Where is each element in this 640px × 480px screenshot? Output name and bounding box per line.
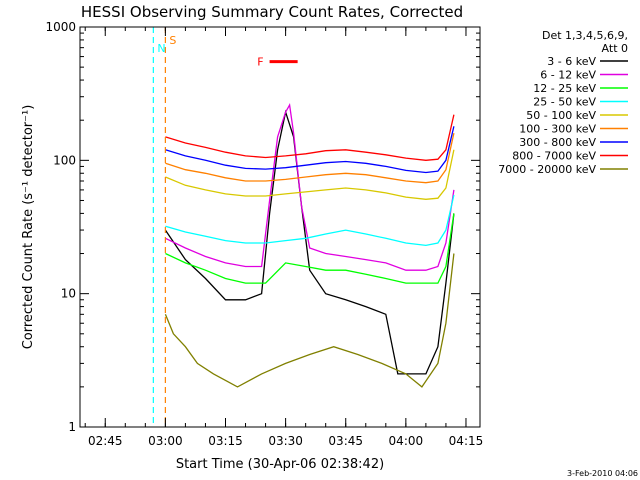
y-tick-label: 10 <box>61 287 76 301</box>
x-tick-label: 03:45 <box>328 434 363 448</box>
series-line-3 <box>165 213 455 284</box>
legend-label: 800 - 7000 keV <box>512 150 596 163</box>
series-line-6 <box>165 132 455 184</box>
legend-label: 100 - 300 keV <box>519 123 596 136</box>
legend-header: Det 1,3,4,5,6,9, <box>542 29 628 42</box>
y-tick-label: 100 <box>53 153 76 167</box>
legend-label: 7000 - 20000 keV <box>498 163 596 176</box>
series-line-7 <box>165 126 455 174</box>
x-tick-label: 03:30 <box>268 434 303 448</box>
chart-title: HESSI Observing Summary Count Rates, Cor… <box>81 3 463 21</box>
legend-header: Att 0 <box>602 42 628 55</box>
x-tick-label: 04:15 <box>449 434 484 448</box>
y-tick-label: 1000 <box>45 20 76 34</box>
legend-label: 300 - 800 keV <box>519 136 596 149</box>
y-axis-title: Corrected Count Rate (s⁻¹ detector⁻¹) <box>21 105 36 350</box>
y-tick-label: 1 <box>68 420 76 434</box>
legend-label: 6 - 12 keV <box>540 69 596 82</box>
x-axis-title: Start Time (30-Apr-06 02:38:42) <box>176 457 384 472</box>
marker-label-s: S <box>169 34 176 47</box>
legend-label: 12 - 25 keV <box>533 82 596 95</box>
flare-marker-label: F <box>257 56 263 69</box>
plot-frame <box>79 26 481 428</box>
series-line-4 <box>165 194 455 247</box>
marker-label-n: N <box>157 42 165 55</box>
x-tick-label: 03:00 <box>148 434 183 448</box>
legend-label: 25 - 50 keV <box>533 96 596 109</box>
legend-label: 3 - 6 keV <box>547 55 596 68</box>
legend-label: 50 - 100 keV <box>526 109 596 122</box>
series-line-9 <box>164 253 455 388</box>
series-line-8 <box>165 114 455 161</box>
x-tick-label: 03:15 <box>208 434 243 448</box>
series-line-5 <box>165 149 455 200</box>
series-line-2 <box>165 103 455 271</box>
x-tick-label: 04:00 <box>389 434 424 448</box>
x-tick-label: 02:45 <box>88 434 123 448</box>
date-stamp: 3-Feb-2010 04:06 <box>567 469 638 478</box>
